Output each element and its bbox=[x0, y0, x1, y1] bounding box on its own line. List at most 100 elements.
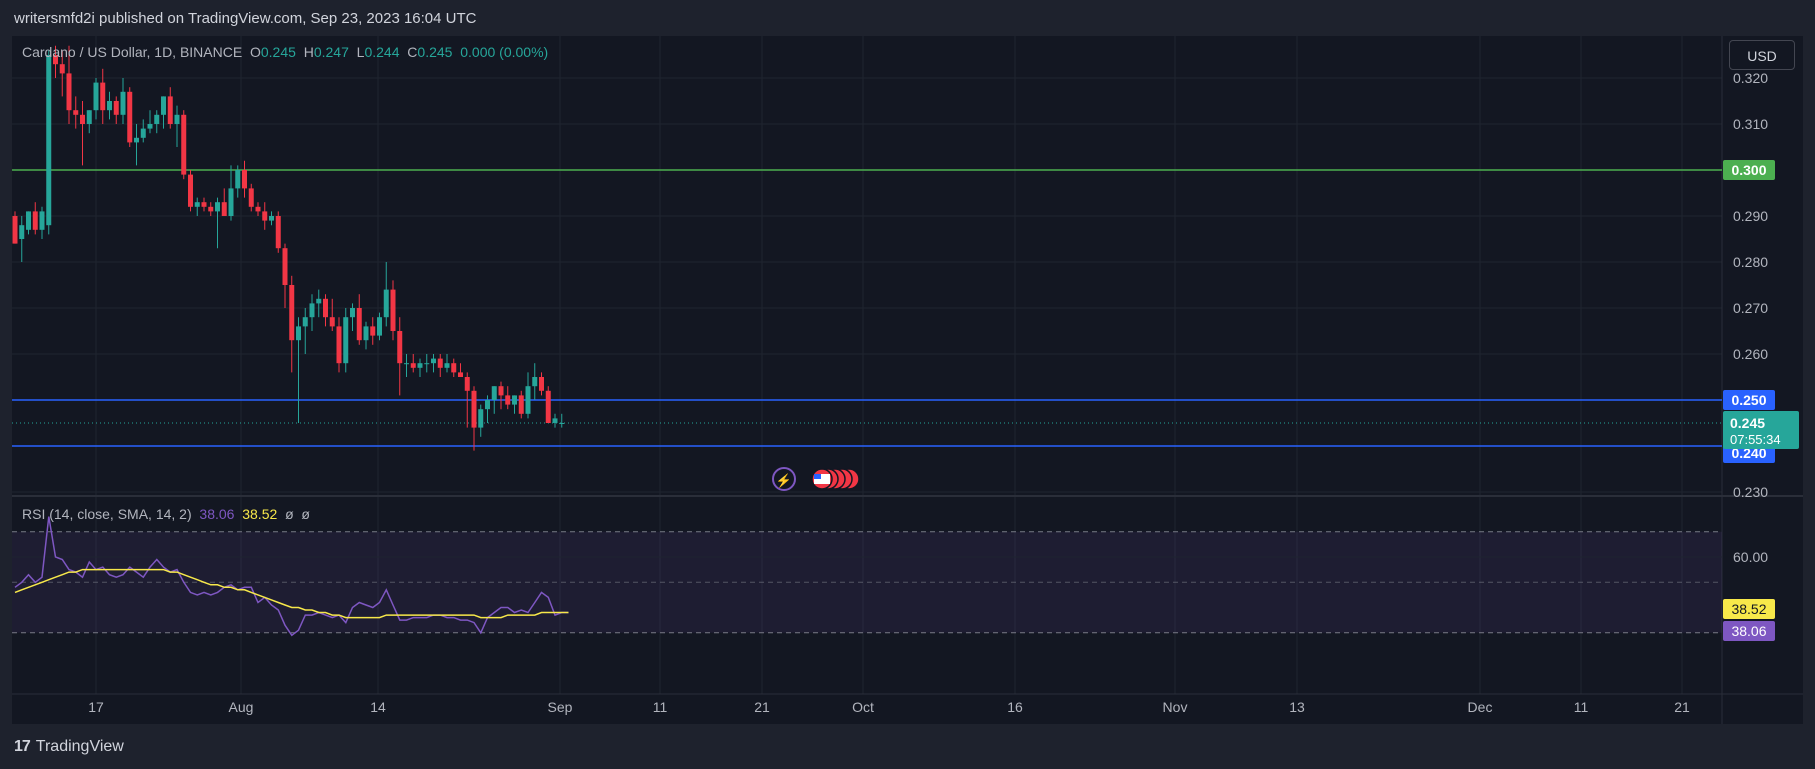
symbol-label[interactable]: Cardano / US Dollar, 1D, BINANCE bbox=[22, 44, 243, 60]
candle-body bbox=[269, 216, 274, 221]
candle-body bbox=[275, 216, 281, 249]
rsi-sma-value: 38.52 bbox=[242, 506, 278, 522]
candle-body bbox=[512, 395, 517, 405]
candle-body bbox=[363, 326, 369, 341]
candle-body bbox=[242, 170, 247, 189]
level-badge-0.250 bbox=[1723, 390, 1775, 410]
candle-body bbox=[12, 216, 18, 244]
candle-body bbox=[559, 423, 565, 424]
time-tick-label: 14 bbox=[370, 699, 386, 715]
time-tick-label: Dec bbox=[1468, 699, 1493, 715]
candle-body bbox=[343, 317, 349, 364]
last-price-badge bbox=[1723, 411, 1799, 449]
low-value: 0.244 bbox=[364, 44, 400, 60]
candle-body bbox=[215, 202, 220, 212]
candle-body bbox=[282, 248, 288, 285]
candle-body bbox=[390, 289, 396, 331]
candle-body bbox=[302, 317, 308, 327]
time-tick-label: 21 bbox=[1674, 699, 1690, 715]
rsi-extra-1: ø bbox=[285, 506, 294, 522]
rsi-series-rsi bbox=[14, 516, 569, 637]
candle-body bbox=[262, 211, 268, 221]
candle-body bbox=[464, 377, 470, 391]
price-tick-label: 0.280 bbox=[1733, 254, 1768, 270]
lightning-event-icon[interactable] bbox=[772, 467, 796, 491]
candle-body bbox=[19, 225, 25, 239]
candle-body bbox=[53, 55, 58, 65]
rsi-sma-badge bbox=[1723, 599, 1775, 619]
candle-body bbox=[46, 55, 52, 226]
candle-body bbox=[370, 326, 376, 336]
candle-body bbox=[323, 298, 328, 318]
candle-body bbox=[167, 96, 173, 124]
time-tick-label: 11 bbox=[653, 699, 668, 715]
rsi-label[interactable]: RSI (14, close, SMA, 14, 2) bbox=[22, 506, 192, 522]
candle-body bbox=[316, 298, 322, 304]
lightning-glyph-icon: ⚡ bbox=[776, 473, 792, 489]
candle-body bbox=[93, 82, 99, 111]
candle-body bbox=[188, 174, 193, 207]
rsi-tick-label: 60.00 bbox=[1733, 549, 1768, 565]
candle-body bbox=[120, 91, 126, 115]
candle-body bbox=[161, 96, 166, 115]
price-tick-label: 0.320 bbox=[1733, 70, 1768, 86]
candle-body bbox=[127, 91, 133, 143]
rsi-value-badge bbox=[1723, 621, 1775, 641]
last-price-text: 0.245 bbox=[1730, 415, 1765, 431]
candle-body bbox=[255, 206, 261, 212]
candle-body bbox=[404, 363, 409, 365]
time-tick-label: 21 bbox=[754, 699, 770, 715]
flag-stripes-icon bbox=[814, 474, 830, 484]
tradingview-logo-icon: 17 bbox=[14, 738, 31, 755]
currency-button[interactable]: USD bbox=[1729, 40, 1795, 70]
candle-body bbox=[525, 386, 531, 414]
candle-body bbox=[498, 386, 504, 396]
candle-body bbox=[545, 390, 551, 423]
high-label: H bbox=[303, 44, 314, 60]
candle-body bbox=[309, 303, 315, 318]
candle-body bbox=[451, 363, 457, 373]
close-label: C bbox=[407, 44, 418, 60]
countdown-text: 07:55:34 bbox=[1730, 432, 1781, 447]
price-tick-label: 0.270 bbox=[1733, 300, 1768, 316]
candle-body bbox=[296, 326, 301, 341]
candle-body bbox=[80, 114, 85, 124]
candle-body bbox=[208, 206, 214, 212]
candle-body bbox=[221, 202, 227, 216]
candle-body bbox=[235, 170, 241, 189]
candle-body bbox=[228, 188, 234, 216]
candle-body bbox=[113, 101, 119, 115]
time-tick-label: Oct bbox=[852, 699, 874, 715]
candle-body bbox=[485, 400, 490, 410]
rsi-extra-2: ø bbox=[301, 506, 310, 522]
rsi-value-badge-text: 38.06 bbox=[1731, 623, 1766, 639]
time-tick-label: 13 bbox=[1289, 699, 1305, 715]
candle-body bbox=[39, 211, 45, 230]
change-value: 0.000 (0.00%) bbox=[460, 44, 549, 60]
top-bar: writersmfd2i published on TradingView.co… bbox=[0, 0, 1815, 36]
price-tick-label: 0.310 bbox=[1733, 116, 1768, 132]
time-tick-label: 17 bbox=[88, 699, 104, 715]
candle-body bbox=[397, 331, 403, 364]
price-legend: Cardano / US Dollar, 1D, BINANCE O0.245 … bbox=[22, 44, 548, 60]
rsi-value: 38.06 bbox=[199, 506, 235, 522]
candle-body bbox=[86, 110, 92, 124]
candle-body bbox=[444, 363, 450, 368]
candle-body bbox=[505, 395, 511, 405]
candle-body bbox=[147, 124, 153, 129]
candle-body bbox=[73, 110, 79, 115]
footer bbox=[0, 724, 1815, 769]
open-value: 0.245 bbox=[260, 44, 296, 60]
candle-body bbox=[66, 73, 72, 111]
flag-canton-icon bbox=[814, 474, 821, 479]
tradingview-brand[interactable]: 17 TradingView bbox=[14, 738, 124, 756]
candle-body bbox=[410, 363, 416, 368]
published-info: writersmfd2i published on TradingView.co… bbox=[14, 10, 477, 27]
candle-body bbox=[107, 101, 112, 111]
candle-body bbox=[552, 418, 558, 423]
level-badge-text-0.300: 0.300 bbox=[1731, 162, 1766, 178]
candle-body bbox=[471, 390, 477, 428]
candle-body bbox=[174, 114, 180, 124]
open-label: O bbox=[249, 44, 261, 60]
